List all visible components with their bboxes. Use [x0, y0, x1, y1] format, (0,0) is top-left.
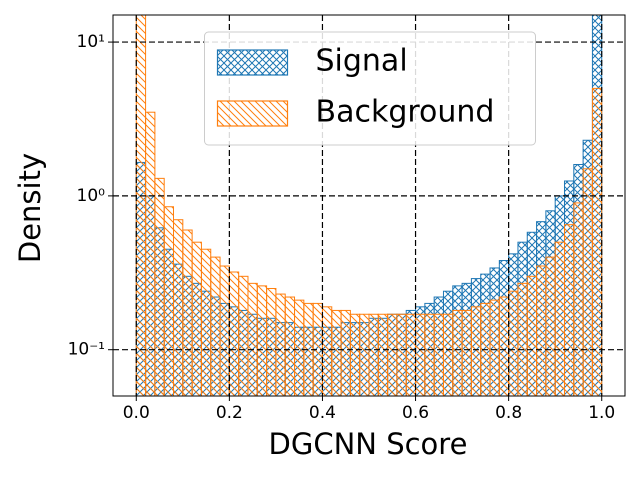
histogram-bar	[247, 282, 258, 396]
histogram-bar	[284, 296, 296, 396]
histogram-bar	[228, 271, 240, 396]
y-tick-label: 10¹	[77, 32, 105, 52]
y-tick-label: 10⁻¹	[68, 340, 105, 360]
histogram-bar	[340, 309, 351, 396]
histogram-bar	[145, 111, 156, 396]
histogram-bar	[238, 275, 249, 396]
histogram-bar	[545, 256, 556, 396]
legend-label: Signal	[316, 44, 408, 79]
histogram-bar	[461, 309, 472, 396]
histogram-bar	[536, 265, 547, 396]
histogram-bar	[582, 168, 593, 396]
histogram-bar	[405, 313, 417, 396]
histogram-bar	[508, 290, 519, 396]
x-tick-label: 1.0	[588, 403, 615, 423]
histogram-bar	[415, 313, 426, 396]
histogram-bar	[219, 265, 230, 396]
histogram-bar	[377, 313, 389, 396]
histogram-bar	[396, 313, 407, 396]
histogram-bar	[470, 306, 482, 396]
histogram-bar	[554, 241, 565, 396]
histogram-bar	[321, 306, 333, 396]
histogram-bar	[368, 313, 379, 396]
histogram-bar	[517, 282, 528, 396]
x-tick-label: 0.8	[495, 403, 522, 423]
histogram-bar	[359, 313, 370, 396]
histogram-bar	[191, 241, 202, 396]
x-tick-label: 0.4	[309, 403, 336, 423]
legend-swatch	[216, 100, 289, 127]
x-tick-label: 0.6	[402, 403, 429, 423]
overlay: 0.0 0.2 0.4 0.6 0.8 1.0 10⁻¹ 10⁰ 10¹ Signal Backgr…	[68, 14, 626, 423]
y-axis-label: Density	[13, 153, 47, 263]
x-tick-label: 0.0	[123, 403, 150, 423]
legend-swatch	[216, 49, 289, 76]
histogram-bar	[563, 224, 575, 396]
histogram-bar	[433, 313, 444, 396]
histogram-bar	[573, 202, 584, 396]
histogram-bar	[331, 309, 342, 396]
histogram-bar	[266, 287, 277, 396]
histogram-bar	[163, 206, 175, 396]
histogram-bar	[452, 309, 463, 396]
histogram-bar	[182, 229, 193, 396]
histogram-bar	[424, 313, 435, 396]
y-tick-label: 10⁰	[77, 186, 106, 206]
histogram-bar	[526, 275, 538, 396]
histogram-bar	[173, 219, 184, 396]
histogram-bar	[275, 293, 286, 396]
histogram-bar	[349, 313, 361, 396]
histogram-bar	[135, 15, 147, 396]
histogram-bar	[442, 313, 454, 396]
histogram-bar	[387, 313, 398, 396]
histogram-bar	[200, 248, 212, 396]
x-axis-label: DGCNN Score	[269, 427, 468, 461]
histogram-bar	[489, 299, 500, 396]
plot-frame	[112, 14, 626, 397]
legend-label: Background	[316, 95, 495, 130]
histogram-bar	[294, 299, 305, 396]
histogram-bar	[154, 177, 165, 396]
histogram-bar	[210, 256, 221, 396]
histogram-bar	[256, 285, 268, 396]
x-tick-label: 0.2	[216, 403, 243, 423]
histogram-bar	[498, 296, 510, 396]
